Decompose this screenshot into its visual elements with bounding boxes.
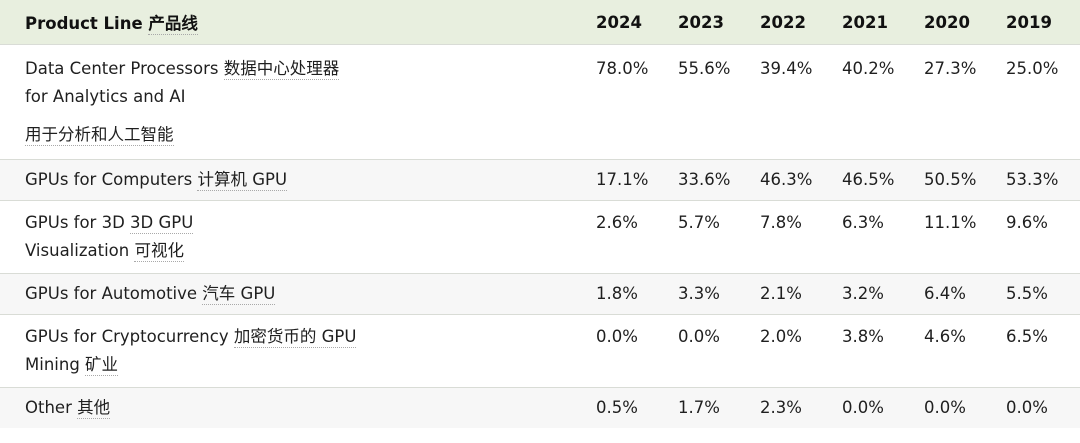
value-cell: 1.7%	[658, 387, 740, 428]
product-name: GPUs for Automotive	[25, 284, 198, 303]
header-year: 2022	[760, 12, 806, 32]
product-name: GPUs for 3D	[25, 213, 125, 232]
product-name: GPUs for Cryptocurrency	[25, 327, 229, 346]
value-cell: 3.8%	[822, 314, 904, 388]
value-cell: 6.3%	[822, 200, 904, 274]
value-cell: 50.5%	[904, 159, 986, 201]
value-cell: 33.6%	[658, 159, 740, 201]
product-name-zh-extra: 矿业	[85, 355, 119, 376]
product-name-zh: 计算机 GPU	[197, 170, 288, 191]
value-cell: 1.8%	[576, 273, 658, 315]
value-cell: 0.0%	[904, 387, 986, 428]
product-name-cell: Other 其他	[0, 387, 576, 428]
header-year: 2024	[596, 12, 642, 32]
value-cell: 0.0%	[576, 314, 658, 388]
value-cell: 11.1%	[904, 200, 986, 274]
product-name-cont: for Analytics and AI	[25, 87, 186, 106]
product-name-zh: 数据中心处理器	[223, 59, 340, 80]
header-year: 2019	[1006, 12, 1052, 32]
product-name-cell: GPUs for Automotive 汽车 GPU	[0, 273, 576, 315]
value-cell: 7.8%	[740, 200, 822, 274]
product-name-zh: 汽车 GPU	[202, 284, 276, 305]
value-cell: 5.7%	[658, 200, 740, 274]
product-name-cell: GPUs for Cryptocurrency 加密货币的 GPU Mining…	[0, 314, 576, 388]
product-name-zh: 3D GPU	[130, 213, 194, 234]
table-row: GPUs for 3D 3D GPU Visualization 可视化 2.6…	[0, 200, 1080, 274]
product-name: Other	[25, 398, 72, 417]
product-name-zh-extra: 可视化	[134, 241, 184, 262]
header-label-zh: 产品线	[148, 14, 198, 35]
value-cell: 2.3%	[740, 387, 822, 428]
value-cell: 6.5%	[986, 314, 1080, 388]
header-label: Product Line	[25, 14, 143, 33]
table-row: GPUs for Automotive 汽车 GPU 1.8% 3.3% 2.1…	[0, 273, 1080, 315]
value-cell: 17.1%	[576, 159, 658, 201]
table-row: Data Center Processors 数据中心处理器 for Analy…	[0, 44, 1080, 160]
value-cell: 0.0%	[822, 387, 904, 428]
header-year: 2023	[678, 12, 724, 32]
value-cell: 3.3%	[658, 273, 740, 315]
value-cell: 2.6%	[576, 200, 658, 274]
value-cell: 53.3%	[986, 159, 1080, 201]
product-line-table: Product Line 产品线 2024 2023 2022 2021 202…	[0, 0, 1080, 428]
table-row: GPUs for Computers 计算机 GPU 17.1% 33.6% 4…	[0, 159, 1080, 201]
value-cell: 27.3%	[904, 44, 986, 160]
value-cell: 55.6%	[658, 44, 740, 160]
table-row: GPUs for Cryptocurrency 加密货币的 GPU Mining…	[0, 314, 1080, 388]
product-name-zh: 其他	[77, 398, 111, 419]
value-cell: 0.0%	[986, 387, 1080, 428]
product-name: GPUs for Computers	[25, 170, 193, 189]
header-product-line: Product Line 产品线	[0, 0, 576, 45]
value-cell: 78.0%	[576, 44, 658, 160]
value-cell: 46.5%	[822, 159, 904, 201]
table-row: Other 其他 0.5% 1.7% 2.3% 0.0% 0.0% 0.0%	[0, 387, 1080, 428]
header-year: 2021	[842, 12, 888, 32]
value-cell: 4.6%	[904, 314, 986, 388]
value-cell: 0.5%	[576, 387, 658, 428]
value-cell: 46.3%	[740, 159, 822, 201]
product-name-zh: 加密货币的 GPU	[233, 327, 357, 348]
product-name-cell: GPUs for Computers 计算机 GPU	[0, 159, 576, 201]
value-cell: 2.1%	[740, 273, 822, 315]
value-cell: 6.4%	[904, 273, 986, 315]
value-cell: 3.2%	[822, 273, 904, 315]
value-cell: 9.6%	[986, 200, 1080, 274]
value-cell: 40.2%	[822, 44, 904, 160]
value-cell: 2.0%	[740, 314, 822, 388]
product-name-cont: Visualization	[25, 241, 130, 260]
product-name-zh-extra: 用于分析和人工智能	[25, 125, 174, 146]
table-header-row: Product Line 产品线 2024 2023 2022 2021 202…	[0, 0, 1080, 45]
product-name: Data Center Processors	[25, 59, 219, 78]
value-cell: 25.0%	[986, 44, 1080, 160]
value-cell: 5.5%	[986, 273, 1080, 315]
value-cell: 0.0%	[658, 314, 740, 388]
product-name-cell: GPUs for 3D 3D GPU Visualization 可视化	[0, 200, 576, 274]
header-year: 2020	[924, 12, 970, 32]
value-cell: 39.4%	[740, 44, 822, 160]
product-name-cont: Mining	[25, 355, 80, 374]
product-name-cell: Data Center Processors 数据中心处理器 for Analy…	[0, 44, 576, 160]
